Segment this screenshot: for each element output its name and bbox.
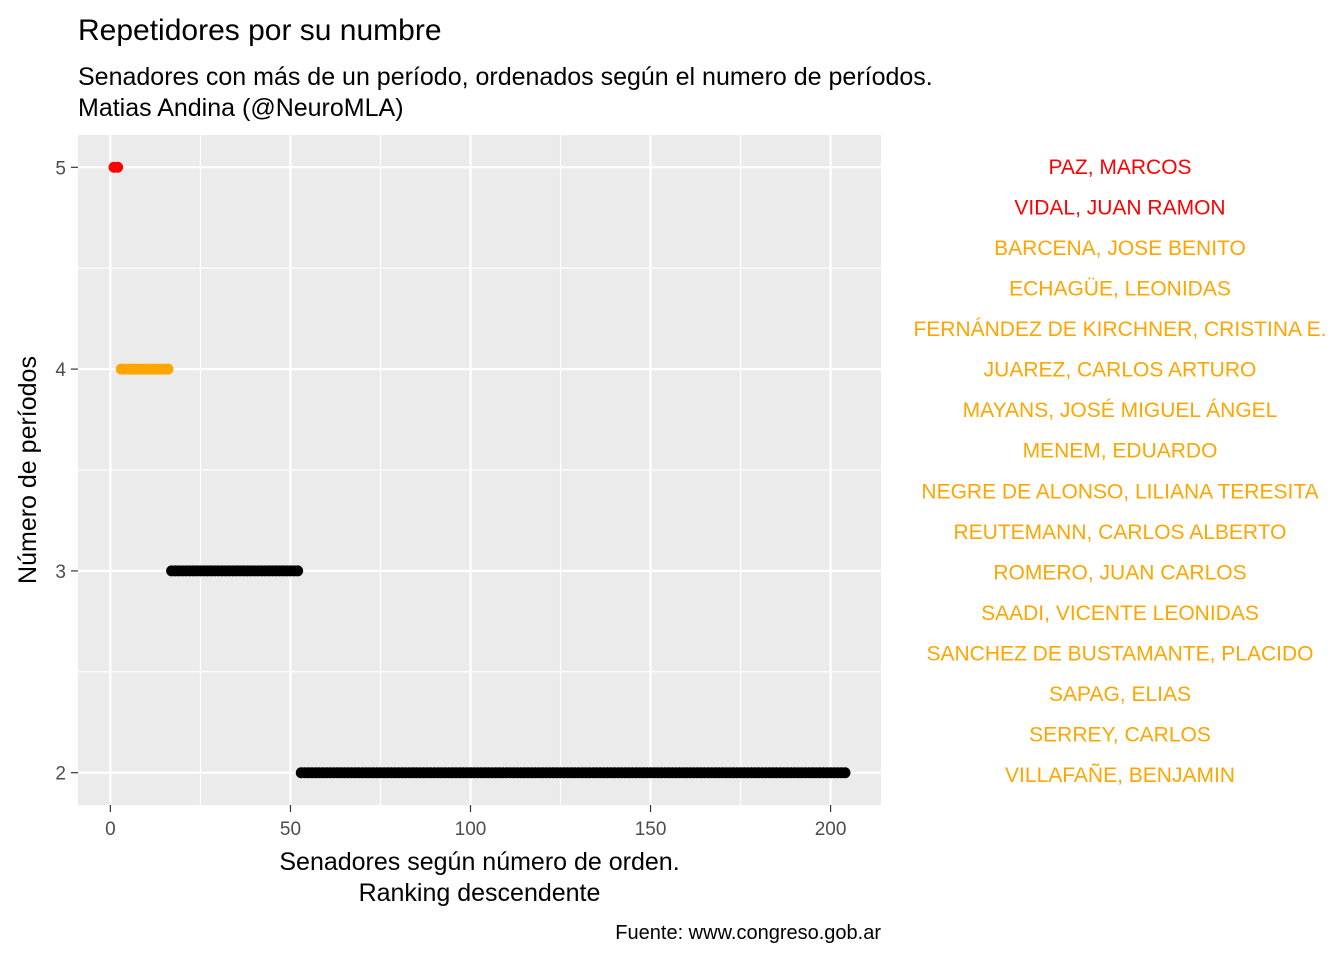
- senator-name-label: VIDAL, JUAN RAMON: [1014, 197, 1225, 220]
- senator-name-label: PAZ, MARCOS: [1048, 156, 1191, 179]
- chart-subtitle-line-2: Matias Andina (@NeuroMLA): [78, 94, 404, 122]
- chart-subtitle-line-1: Senadores con más de un período, ordenad…: [78, 63, 933, 91]
- senator-name-label: ECHAGÜE, LEONIDAS: [1009, 278, 1231, 301]
- chart-caption: Fuente: www.congreso.gob.ar: [615, 922, 881, 944]
- senator-name-label: SANCHEZ DE BUSTAMANTE, PLACIDO: [926, 642, 1313, 665]
- y-axis: 2 3 4 5: [55, 158, 78, 785]
- senator-name-label: SERREY, CARLOS: [1029, 723, 1211, 746]
- y-tick-label: 4: [55, 360, 66, 381]
- data-point: [839, 767, 851, 779]
- x-tick-label: 100: [455, 819, 487, 840]
- plot-panel: [78, 135, 881, 805]
- senator-name-label: MAYANS, JOSÉ MIGUEL ÁNGEL: [963, 399, 1278, 422]
- x-tick-label: 150: [635, 819, 667, 840]
- senator-name-label: MENEM, EDUARDO: [1023, 440, 1218, 463]
- y-tick-label: 2: [55, 764, 66, 785]
- senator-name-label: SAPAG, ELIAS: [1049, 683, 1191, 706]
- senator-name-label: ROMERO, JUAN CARLOS: [993, 561, 1246, 584]
- senator-name-label: SAADI, VICENTE LEONIDAS: [981, 602, 1259, 625]
- x-axis-title-line-1: Senadores según número de orden.: [279, 848, 679, 876]
- x-axis-title-line-2: Ranking descendente: [359, 879, 601, 907]
- x-tick-label: 200: [815, 819, 847, 840]
- senator-name-label: BARCENA, JOSE BENITO: [994, 237, 1246, 260]
- senator-name-labels: PAZ, MARCOS VIDAL, JUAN RAMON BARCENA, JOS…: [913, 156, 1326, 787]
- data-point: [112, 161, 124, 173]
- senator-name-label: NEGRE DE ALONSO, LILIANA TERESITA: [921, 480, 1318, 503]
- senator-name-label: JUAREZ, CARLOS ARTURO: [984, 359, 1257, 382]
- senator-name-label: REUTEMANN, CARLOS ALBERTO: [954, 521, 1287, 544]
- grid-lines: [78, 135, 881, 805]
- x-tick-label: 50: [280, 819, 301, 840]
- data-point: [162, 363, 174, 375]
- senator-name-label: FERNÁNDEZ DE KIRCHNER, CRISTINA E.: [913, 318, 1326, 341]
- x-tick-label: 0: [105, 819, 116, 840]
- x-axis: 0 50 100 150 200: [105, 805, 846, 840]
- chart-title: Repetidores por su numbre: [78, 14, 442, 47]
- y-tick-label: 5: [55, 158, 66, 179]
- y-tick-label: 3: [55, 562, 66, 583]
- data-point: [292, 565, 304, 577]
- data-points: [108, 161, 851, 779]
- y-axis-title: Número de períodos: [14, 356, 42, 584]
- senator-name-label: VILLAFAÑE, BENJAMIN: [1005, 763, 1235, 787]
